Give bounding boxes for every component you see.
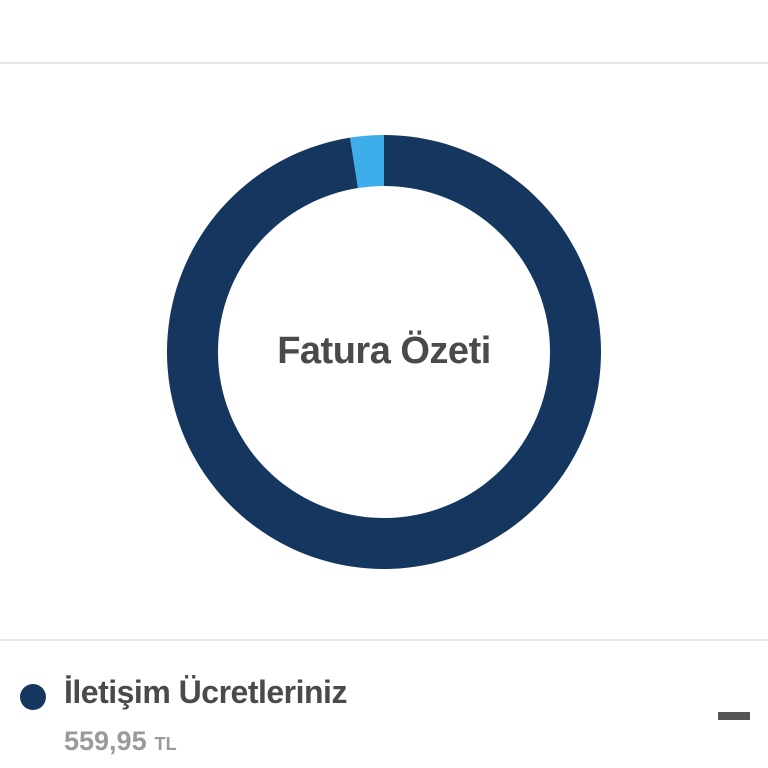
legend-amount: 559,95 TL <box>64 726 177 757</box>
chart-title: Fatura Özeti <box>277 330 491 372</box>
legend-color-dot <box>20 684 46 710</box>
legend-item[interactable]: İletişim Ücretleriniz 559,95 TL <box>0 668 768 768</box>
amount-value: 559,95 <box>64 726 147 756</box>
donut-slice-1 <box>350 135 384 189</box>
bottom-divider <box>0 639 768 641</box>
amount-unit: TL <box>154 734 177 754</box>
top-divider <box>0 62 768 64</box>
legend-label: İletişim Ücretleriniz <box>64 674 347 710</box>
donut-chart <box>166 135 601 569</box>
minus-icon[interactable] <box>718 712 750 720</box>
